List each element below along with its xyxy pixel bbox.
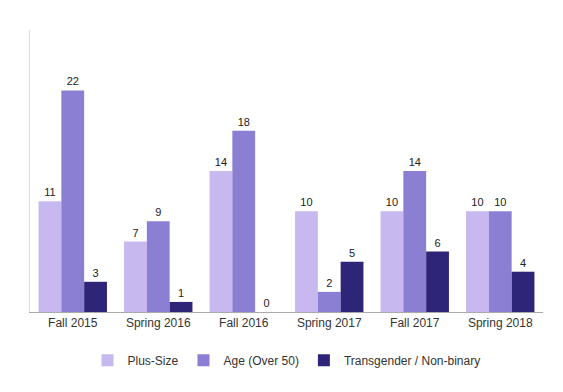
svg-text:Age (Over 50): Age (Over 50) — [224, 354, 299, 368]
svg-text:14: 14 — [409, 156, 421, 168]
svg-text:14: 14 — [215, 156, 227, 168]
svg-text:18: 18 — [238, 116, 250, 128]
svg-text:10: 10 — [300, 196, 312, 208]
svg-text:5: 5 — [349, 247, 355, 259]
svg-text:Fall 2017: Fall 2017 — [390, 316, 440, 330]
svg-text:6: 6 — [434, 237, 440, 249]
svg-text:Transgender / Non-binary: Transgender / Non-binary — [344, 354, 480, 368]
svg-text:2: 2 — [326, 277, 332, 289]
svg-text:Plus-Size: Plus-Size — [128, 354, 179, 368]
svg-text:Fall 2015: Fall 2015 — [48, 316, 98, 330]
svg-text:22: 22 — [67, 75, 79, 87]
svg-text:Fall 2016: Fall 2016 — [219, 316, 269, 330]
svg-text:10: 10 — [386, 196, 398, 208]
svg-text:9: 9 — [155, 206, 161, 218]
svg-text:Spring 2016: Spring 2016 — [126, 316, 191, 330]
svg-text:11: 11 — [44, 186, 55, 198]
svg-text:Spring 2017: Spring 2017 — [297, 316, 362, 330]
svg-text:1: 1 — [178, 287, 184, 299]
svg-text:7: 7 — [132, 227, 138, 239]
svg-text:0: 0 — [263, 297, 269, 309]
svg-text:Spring 2018: Spring 2018 — [468, 316, 533, 330]
svg-text:10: 10 — [471, 196, 483, 208]
svg-text:10: 10 — [494, 196, 506, 208]
svg-text:3: 3 — [92, 267, 98, 279]
svg-text:4: 4 — [520, 257, 526, 269]
